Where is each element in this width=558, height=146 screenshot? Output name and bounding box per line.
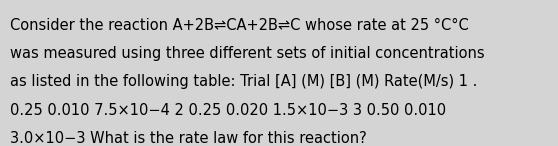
Text: was measured using three different sets of initial concentrations: was measured using three different sets … — [10, 46, 485, 61]
Text: 3.0×10−3 What is the rate law for this reaction?: 3.0×10−3 What is the rate law for this r… — [10, 131, 367, 146]
Text: as listed in the following table: Trial [A] (M) [B] (M) Rate(M/s) 1 .: as listed in the following table: Trial … — [10, 74, 478, 89]
Text: Consider the reaction A+2B⇌CA+2B⇌C whose rate at 25 °C°C: Consider the reaction A+2B⇌CA+2B⇌C whose… — [10, 18, 469, 33]
Text: 0.25 0.010 7.5×10−4 2 0.25 0.020 1.5×10−3 3 0.50 0.010: 0.25 0.010 7.5×10−4 2 0.25 0.020 1.5×10−… — [10, 103, 446, 118]
